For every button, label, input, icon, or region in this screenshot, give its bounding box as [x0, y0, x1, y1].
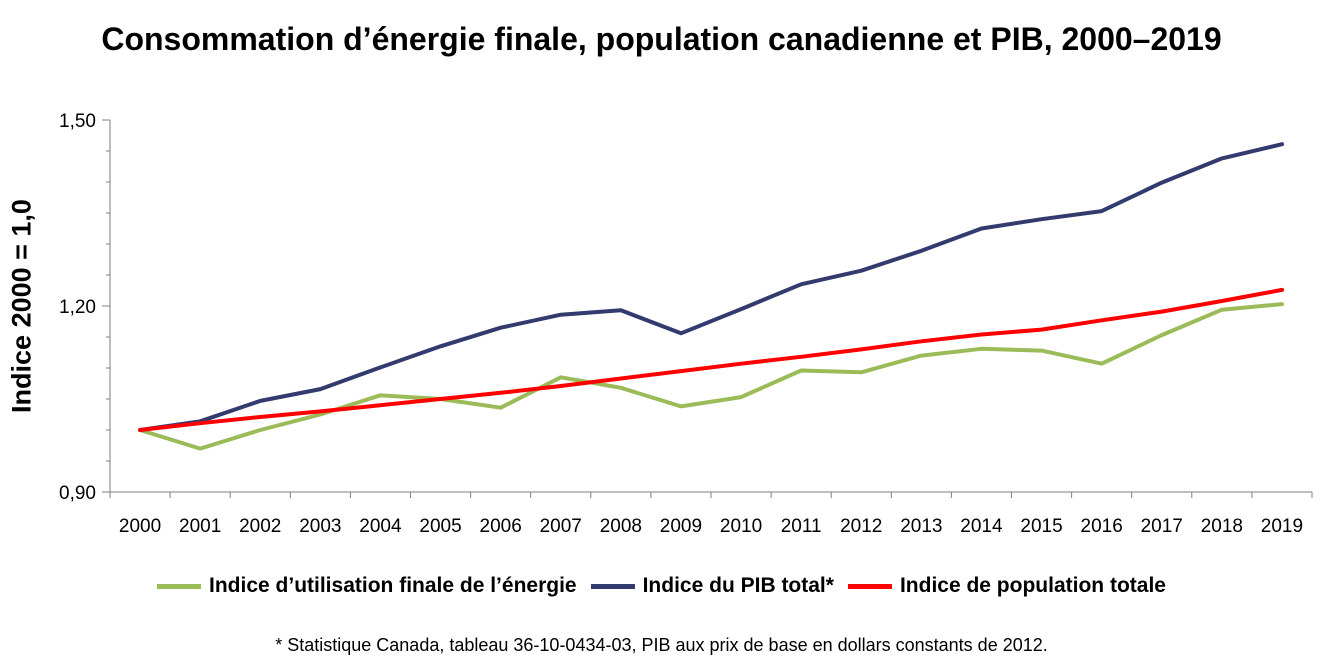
legend-swatch-energy [157, 583, 202, 589]
legend-label-energy: Indice d’utilisation finale de l’énergie [209, 574, 577, 597]
x-tick-label: 2000 [119, 516, 161, 537]
x-tick-label: 2017 [1141, 516, 1183, 537]
x-tick-label: 2014 [960, 516, 1003, 537]
legend-label-population: Indice de population totale [899, 574, 1166, 597]
x-tick-label: 2016 [1081, 516, 1123, 537]
legend-swatch-population [847, 583, 892, 589]
x-tick-label: 2001 [179, 516, 221, 537]
x-tick-label: 2004 [359, 516, 402, 537]
x-tick-label: 2006 [480, 516, 522, 537]
legend-item-population: Indice de population totale [847, 574, 1166, 598]
series-line-energy [138, 302, 1284, 451]
x-tick-label: 2008 [600, 516, 642, 537]
x-tick-label: 2002 [239, 516, 281, 537]
x-tick-label: 2009 [660, 516, 702, 537]
y-tick-label: 0,90 [59, 483, 96, 504]
legend-item-gdp: Indice du PIB total* [590, 574, 834, 598]
legend-label-gdp: Indice du PIB total* [642, 574, 834, 597]
x-tick-label: 2003 [299, 516, 341, 537]
x-tick-label: 2007 [540, 516, 582, 537]
x-tick-label: 2012 [840, 516, 882, 537]
series-line-population [138, 287, 1284, 432]
x-tick-label: 2010 [720, 516, 762, 537]
x-tick-label: 2019 [1261, 516, 1303, 537]
x-tick-label: 2005 [419, 516, 461, 537]
line-chart: 0,90 1,20 1,50 2000 2001 2002 2003 2004 2005 2006… [59, 111, 1313, 537]
legend-item-energy: Indice d’utilisation finale de l’énergie [157, 574, 577, 598]
legend: Indice d’utilisation finale de l’énergie… [0, 574, 1323, 598]
x-tick-label: 2015 [1020, 516, 1062, 537]
legend-swatch-gdp [590, 583, 635, 589]
footnote: * Statistique Canada, tableau 36-10-0434… [275, 635, 1048, 655]
y-tick-label: 1,50 [59, 111, 96, 132]
y-tick-label: 1,20 [59, 297, 96, 318]
x-tick-label: 2018 [1201, 516, 1243, 537]
x-tick-label: 2011 [781, 516, 822, 537]
series-line-gdp [138, 142, 1284, 432]
chart-title: Consommation d’énergie finale, populatio… [101, 21, 1222, 57]
x-tick-label: 2013 [900, 516, 942, 537]
